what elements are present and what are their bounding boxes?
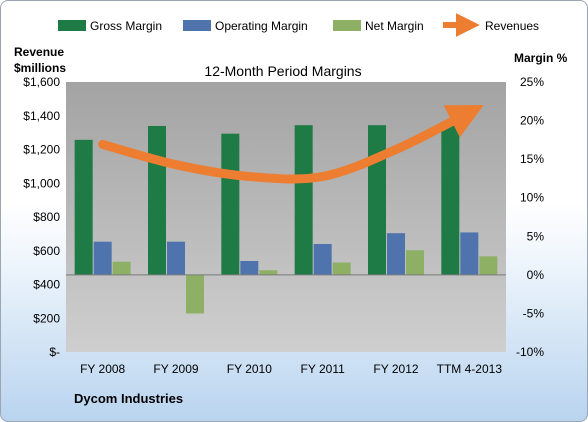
revenues-point-2 <box>249 176 250 177</box>
bar-net-margin-1 <box>186 274 204 314</box>
bar-gross-margin-4 <box>368 125 386 275</box>
x-tick-label-3: FY 2011 <box>301 362 346 376</box>
bar-net-margin-3 <box>332 262 351 275</box>
legend-swatch-net-margin <box>333 20 361 31</box>
x-axis: FY 2008 FY 2009 FY 2010 FY 2011 FY 2012 TTM 4… <box>80 362 502 376</box>
left-axis-title-line2: $millions <box>14 61 66 75</box>
left-tick-label-8: $1,600 <box>23 75 60 89</box>
x-tick-label-1: FY 2009 <box>153 362 198 376</box>
left-tick-label-0: $- <box>49 345 60 359</box>
left-tick-label-6: $1,200 <box>23 143 60 157</box>
bar-net-margin-0 <box>112 261 131 275</box>
bar-net-margin-2 <box>259 270 278 275</box>
legend-label-revenues: Revenues <box>485 19 539 33</box>
right-tick-label-2: 0% <box>527 268 545 282</box>
right-tick-label-5: 15% <box>520 152 544 166</box>
legend-label-gross-margin: Gross Margin <box>90 19 162 33</box>
left-tick-label-3: $600 <box>33 244 60 258</box>
left-tick-label-2: $400 <box>33 278 60 292</box>
right-tick-label-3: 5% <box>527 229 545 243</box>
revenues-point-4 <box>396 149 397 150</box>
bar-operating-margin-1 <box>167 241 185 275</box>
revenues-point-0 <box>102 144 103 145</box>
revenue-line-layer <box>98 105 484 184</box>
left-tick-label-1: $200 <box>33 311 60 325</box>
right-tick-label-4: 10% <box>520 191 544 205</box>
revenues-point-1 <box>176 164 177 165</box>
bar-operating-margin-3 <box>313 244 332 275</box>
left-tick-label-4: $800 <box>33 210 60 224</box>
x-tick-label-4: FY 2012 <box>373 362 418 376</box>
right-tick-label-6: 20% <box>520 114 544 128</box>
x-tick-label-2: FY 2010 <box>227 362 272 376</box>
right-tick-label-1: -5% <box>523 306 545 320</box>
legend-swatch-gross-margin <box>58 20 86 31</box>
plot-area <box>66 82 506 352</box>
right-tick-label-0: -10% <box>516 345 544 359</box>
bar-gross-margin-1 <box>148 125 166 275</box>
left-tick-label-5: $1,000 <box>23 176 60 190</box>
bar-net-margin-4 <box>406 250 424 275</box>
bar-operating-margin-5 <box>460 232 479 275</box>
right-axis-title: Margin % <box>514 51 568 65</box>
revenues-point-3 <box>322 176 323 177</box>
revenues-line <box>98 105 484 184</box>
bar-gross-margin-5 <box>441 125 460 275</box>
bar-operating-margin-0 <box>93 241 112 275</box>
left-axis-title-line1: Revenue <box>14 45 64 59</box>
right-axis: -10% -5% 0% 5% 10% 15% 20% 25% <box>516 75 544 359</box>
legend-swatch-operating-margin <box>183 20 211 31</box>
company-name: Dycom Industries <box>74 391 183 406</box>
x-tick-label-0: FY 2008 <box>80 362 125 376</box>
bar-gross-margin-3 <box>294 125 313 275</box>
bar-gross-margin-2 <box>221 133 240 275</box>
bar-operating-margin-4 <box>387 233 405 275</box>
legend-label-operating-margin: Operating Margin <box>215 19 308 33</box>
bar-gross-margin-0 <box>74 139 93 275</box>
left-axis: $- $200 $400 $600 $800 $1,000 $1,200 $1,400 $1,6… <box>23 75 60 359</box>
chart-title: 12-Month Period Margins <box>204 63 361 79</box>
legend-label-net-margin: Net Margin <box>365 19 424 33</box>
bar-net-margin-5 <box>479 256 498 275</box>
bar-operating-margin-2 <box>240 260 259 275</box>
revenues-point-5 <box>469 112 470 113</box>
left-tick-label-7: $1,400 <box>23 109 60 123</box>
legend: Gross Margin Operating Margin Net Margin… <box>58 13 539 37</box>
x-tick-label-5: TTM 4-2013 <box>437 362 503 376</box>
right-tick-label-7: 25% <box>520 75 544 89</box>
